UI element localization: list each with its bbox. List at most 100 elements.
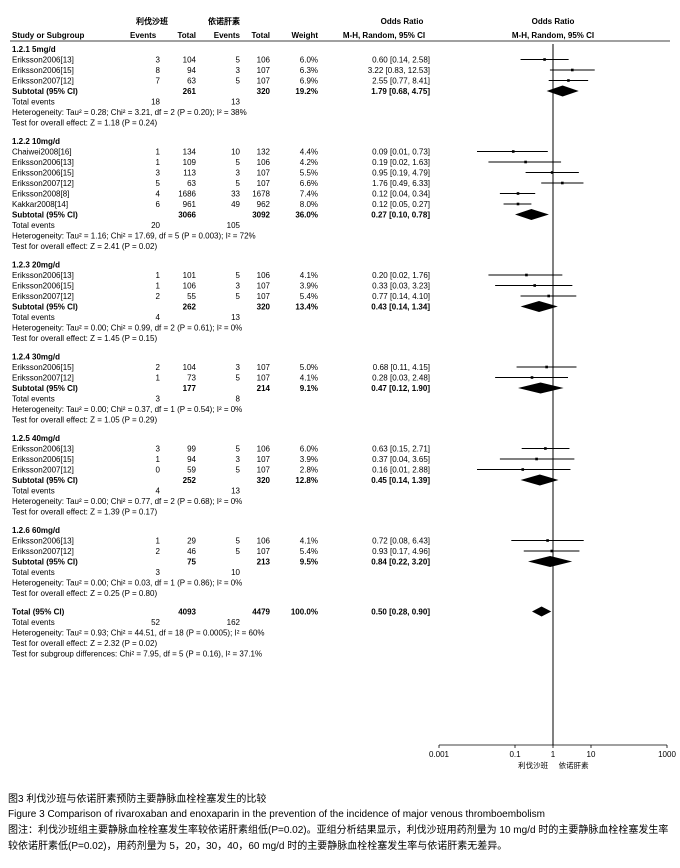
- total-left-value: 109: [183, 158, 197, 167]
- subgroup-heading: 1.2.3 20mg/d: [12, 261, 60, 270]
- plot-method-header: M-H, Random, 95% CI: [512, 31, 594, 40]
- study-name: Chaiwei2008[16]: [12, 148, 72, 157]
- statistics-note: Test for overall effect: Z = 0.25 (P = 0…: [12, 589, 157, 598]
- weight-value: 3.9%: [300, 282, 318, 291]
- study-name: Eriksson2006[15]: [12, 169, 74, 178]
- events-right-value: 5: [236, 179, 241, 188]
- total-right-value: 107: [257, 179, 271, 188]
- statistics-note: Heterogeneity: Tau² = 0.00; Chi² = 0.99,…: [12, 324, 242, 333]
- statistics-note: Heterogeneity: Tau² = 0.00; Chi² = 0.77,…: [12, 497, 242, 506]
- events-left-value: 6: [156, 200, 161, 209]
- events-right-value: 33: [231, 190, 240, 199]
- events-right-value: 8: [236, 395, 241, 404]
- events-right-value: 5: [236, 374, 241, 383]
- weight-value: 4.1%: [300, 271, 318, 280]
- events-left-value: 8: [156, 66, 161, 75]
- point-estimate: [550, 171, 554, 174]
- subtotal-diamond: [520, 301, 558, 312]
- point-estimate: [567, 79, 570, 82]
- events-left-value: 1: [156, 148, 161, 157]
- events-right-value: 162: [227, 618, 241, 627]
- total-right-value: 106: [257, 271, 271, 280]
- summary-label: Total (95% CI): [12, 608, 65, 617]
- events-left-value: 3: [156, 395, 161, 404]
- weight-value: 4.1%: [300, 374, 318, 383]
- overall-diamond: [531, 606, 552, 617]
- odds-ratio-ci: 0.77 [0.14, 4.10]: [372, 292, 430, 301]
- odds-ratio-ci: 0.45 [0.14, 1.39]: [371, 476, 430, 485]
- study-name: Eriksson2006[15]: [12, 455, 74, 464]
- events-left-value: 2: [156, 363, 161, 372]
- weight-value: 5.4%: [300, 292, 318, 301]
- statistics-note: Heterogeneity: Tau² = 0.00; Chi² = 0.03,…: [12, 579, 242, 588]
- statistics-note: Test for overall effect: Z = 2.41 (P = 0…: [12, 242, 157, 251]
- total-events-label: Total events: [12, 98, 55, 107]
- events-left-value: 1: [156, 455, 161, 464]
- statistics-note: Test for subgroup differences: Chi² = 7.…: [12, 650, 262, 659]
- odds-ratio-ci: 0.43 [0.14, 1.34]: [371, 303, 430, 312]
- figure-caption-english: Figure 3 Comparison of rivaroxaban and e…: [8, 809, 545, 820]
- subtotal-diamond: [546, 85, 579, 97]
- weight-value: 19.2%: [295, 87, 318, 96]
- study-name: Eriksson2007[12]: [12, 292, 74, 301]
- events-left-value: 5: [156, 179, 161, 188]
- study-name: Eriksson2006[13]: [12, 56, 74, 65]
- total-right-value: 107: [257, 363, 271, 372]
- odds-ratio-ci: 1.76 [0.49, 6.33]: [372, 179, 430, 188]
- total-right-value: 213: [257, 558, 271, 567]
- figure-caption-note: 图注：利伐沙班组主要静脉血栓栓塞发生率较依诺肝素组低(P=0.02)。亚组分析结…: [8, 825, 669, 852]
- point-estimate: [543, 58, 546, 61]
- total-left-value: 113: [183, 169, 196, 178]
- total-right-value: 107: [257, 77, 271, 86]
- weight-value: 6.0%: [300, 56, 318, 65]
- point-estimate: [561, 181, 564, 185]
- odds-ratio-ci: 0.33 [0.03, 3.23]: [372, 282, 430, 291]
- table-header: 利伐沙班 依诺肝素 Odds Ratio Odds Ratio Study or…: [12, 16, 594, 40]
- odds-ratio-ci: 0.47 [0.12, 1.90]: [371, 384, 430, 393]
- events-right-value: 3: [236, 455, 241, 464]
- total-left-value: 3066: [178, 211, 196, 220]
- events-right-value: 105: [227, 221, 241, 230]
- study-name: Eriksson2007[12]: [12, 547, 74, 556]
- subtotal-diamond: [528, 556, 573, 567]
- summary-label: Subtotal (95% CI): [12, 476, 78, 485]
- statistics-note: Test for overall effect: Z = 2.32 (P = 0…: [12, 639, 157, 648]
- events-right-value: 5: [236, 547, 241, 556]
- odds-ratio-ci: 0.60 [0.14, 2.58]: [372, 56, 430, 65]
- total-left-value: 134: [183, 148, 197, 157]
- total-left-value: 94: [187, 66, 196, 75]
- study-name: Eriksson2006[13]: [12, 158, 74, 167]
- events-right-value: 5: [236, 466, 241, 475]
- total-right-value: 107: [257, 292, 271, 301]
- study-name: Eriksson2006[15]: [12, 66, 74, 75]
- odds-ratio-ci: 0.95 [0.19, 4.79]: [372, 169, 430, 178]
- statistics-note: Test for overall effect: Z = 1.18 (P = 0…: [12, 119, 157, 128]
- total-events-label: Total events: [12, 618, 55, 627]
- events-left-value: 4: [156, 313, 161, 322]
- point-estimate: [545, 365, 548, 369]
- point-estimate: [521, 468, 525, 471]
- events-right-value: 13: [231, 487, 240, 496]
- weight-value: 36.0%: [295, 211, 318, 220]
- odds-ratio-ci: 0.28 [0.03, 2.48]: [372, 374, 430, 383]
- axis-tick-label: 1000: [658, 750, 676, 759]
- subtotal-diamond: [515, 209, 549, 220]
- events-left-value: 4: [156, 190, 161, 199]
- events-left-value: 52: [151, 618, 160, 627]
- total-left-value: 1686: [178, 190, 196, 199]
- total-left-value: 94: [187, 455, 196, 464]
- summary-label: Subtotal (95% CI): [12, 87, 78, 96]
- summary-label: Subtotal (95% CI): [12, 211, 78, 220]
- events-left-value: 2: [156, 547, 161, 556]
- weight-value: 5.4%: [300, 547, 318, 556]
- weight-value: 4.2%: [300, 158, 318, 167]
- total-left-value: 101: [183, 271, 197, 280]
- point-estimate: [524, 160, 527, 164]
- weight-value: 3.9%: [300, 455, 318, 464]
- odds-ratio-ci: 0.09 [0.01, 0.73]: [372, 148, 430, 157]
- study-name: Eriksson2006[15]: [12, 282, 74, 291]
- weight-value: 6.3%: [300, 66, 318, 75]
- study-name: Eriksson2007[12]: [12, 466, 74, 475]
- subgroup-heading: 1.2.1 5mg/d: [12, 45, 56, 54]
- odds-ratio-ci: 0.20 [0.02, 1.76]: [372, 271, 430, 280]
